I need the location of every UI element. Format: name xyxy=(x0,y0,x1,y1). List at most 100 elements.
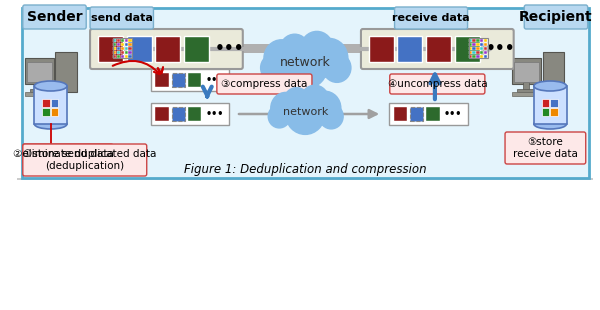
Circle shape xyxy=(268,105,290,128)
FancyBboxPatch shape xyxy=(23,5,86,29)
Bar xyxy=(184,36,209,62)
Bar xyxy=(469,55,472,58)
Bar xyxy=(512,92,541,96)
Bar xyxy=(172,73,185,87)
Bar xyxy=(480,42,484,46)
Bar xyxy=(128,55,132,58)
FancyBboxPatch shape xyxy=(390,74,485,94)
Bar xyxy=(472,55,476,58)
Ellipse shape xyxy=(34,81,67,91)
Bar xyxy=(480,46,484,50)
Text: •••: ••• xyxy=(215,42,245,56)
Bar xyxy=(484,51,487,54)
FancyBboxPatch shape xyxy=(22,8,589,178)
Bar xyxy=(188,73,202,87)
Bar xyxy=(542,108,549,116)
Bar xyxy=(29,89,49,92)
Bar xyxy=(426,107,440,121)
Bar xyxy=(121,51,124,54)
Bar xyxy=(155,36,181,62)
FancyBboxPatch shape xyxy=(361,29,514,69)
Text: Sender: Sender xyxy=(27,10,82,24)
Text: ⑤store
receive data: ⑤store receive data xyxy=(513,137,578,159)
Bar xyxy=(25,92,53,96)
Circle shape xyxy=(283,41,328,89)
Bar xyxy=(155,73,169,87)
Circle shape xyxy=(301,85,329,114)
Bar xyxy=(410,107,424,121)
Bar xyxy=(117,51,121,54)
FancyBboxPatch shape xyxy=(395,7,467,29)
Bar xyxy=(476,51,479,54)
Bar xyxy=(455,36,480,62)
Bar xyxy=(125,38,128,42)
Bar xyxy=(542,99,549,107)
Text: Recipient: Recipient xyxy=(519,10,593,24)
Bar xyxy=(127,36,152,62)
FancyBboxPatch shape xyxy=(23,144,147,176)
Text: •••: ••• xyxy=(205,109,224,119)
Circle shape xyxy=(301,31,333,65)
FancyBboxPatch shape xyxy=(55,52,77,92)
Bar xyxy=(125,42,128,46)
Bar xyxy=(128,38,132,42)
Bar xyxy=(484,55,487,58)
Bar xyxy=(480,38,484,42)
Bar xyxy=(117,38,121,42)
FancyBboxPatch shape xyxy=(151,69,229,91)
Circle shape xyxy=(308,91,341,125)
Ellipse shape xyxy=(34,119,67,129)
Circle shape xyxy=(271,92,301,124)
Bar xyxy=(523,82,529,90)
Bar xyxy=(484,46,487,50)
Text: send data: send data xyxy=(91,13,152,23)
FancyBboxPatch shape xyxy=(514,62,539,82)
Text: receive data: receive data xyxy=(392,13,470,23)
Text: •••: ••• xyxy=(443,109,462,119)
Bar xyxy=(469,51,472,54)
Bar xyxy=(469,42,472,46)
Bar xyxy=(113,46,116,50)
FancyBboxPatch shape xyxy=(23,144,113,164)
Bar xyxy=(125,46,128,50)
Bar xyxy=(476,42,479,46)
FancyBboxPatch shape xyxy=(26,62,52,82)
Bar xyxy=(117,55,121,58)
Bar xyxy=(121,55,124,58)
Bar xyxy=(188,107,202,121)
Bar xyxy=(484,42,487,46)
FancyBboxPatch shape xyxy=(151,103,229,125)
Bar xyxy=(472,38,476,42)
Bar xyxy=(476,46,479,50)
Bar xyxy=(155,107,169,121)
FancyBboxPatch shape xyxy=(505,132,586,164)
Bar xyxy=(476,38,479,42)
Bar xyxy=(128,46,132,50)
Bar xyxy=(121,38,124,42)
Bar xyxy=(98,36,123,62)
Bar xyxy=(113,55,116,58)
Text: ①store send data: ①store send data xyxy=(23,149,113,159)
Bar xyxy=(42,108,50,116)
Text: •••: ••• xyxy=(486,42,515,56)
FancyBboxPatch shape xyxy=(524,5,587,29)
Bar xyxy=(534,86,566,124)
Bar xyxy=(172,107,185,121)
Bar xyxy=(121,42,124,46)
Text: ③compress data: ③compress data xyxy=(221,79,308,89)
Circle shape xyxy=(284,88,309,114)
Bar xyxy=(50,108,58,116)
FancyBboxPatch shape xyxy=(542,52,563,92)
Bar xyxy=(550,108,558,116)
Bar xyxy=(476,55,479,58)
Text: •••: ••• xyxy=(205,75,224,85)
FancyBboxPatch shape xyxy=(25,58,53,84)
FancyBboxPatch shape xyxy=(90,7,154,29)
FancyBboxPatch shape xyxy=(217,74,312,94)
Bar xyxy=(121,46,124,50)
Bar xyxy=(125,55,128,58)
Bar xyxy=(113,38,133,58)
Circle shape xyxy=(264,40,299,76)
Bar xyxy=(397,36,422,62)
Bar xyxy=(17,178,593,180)
